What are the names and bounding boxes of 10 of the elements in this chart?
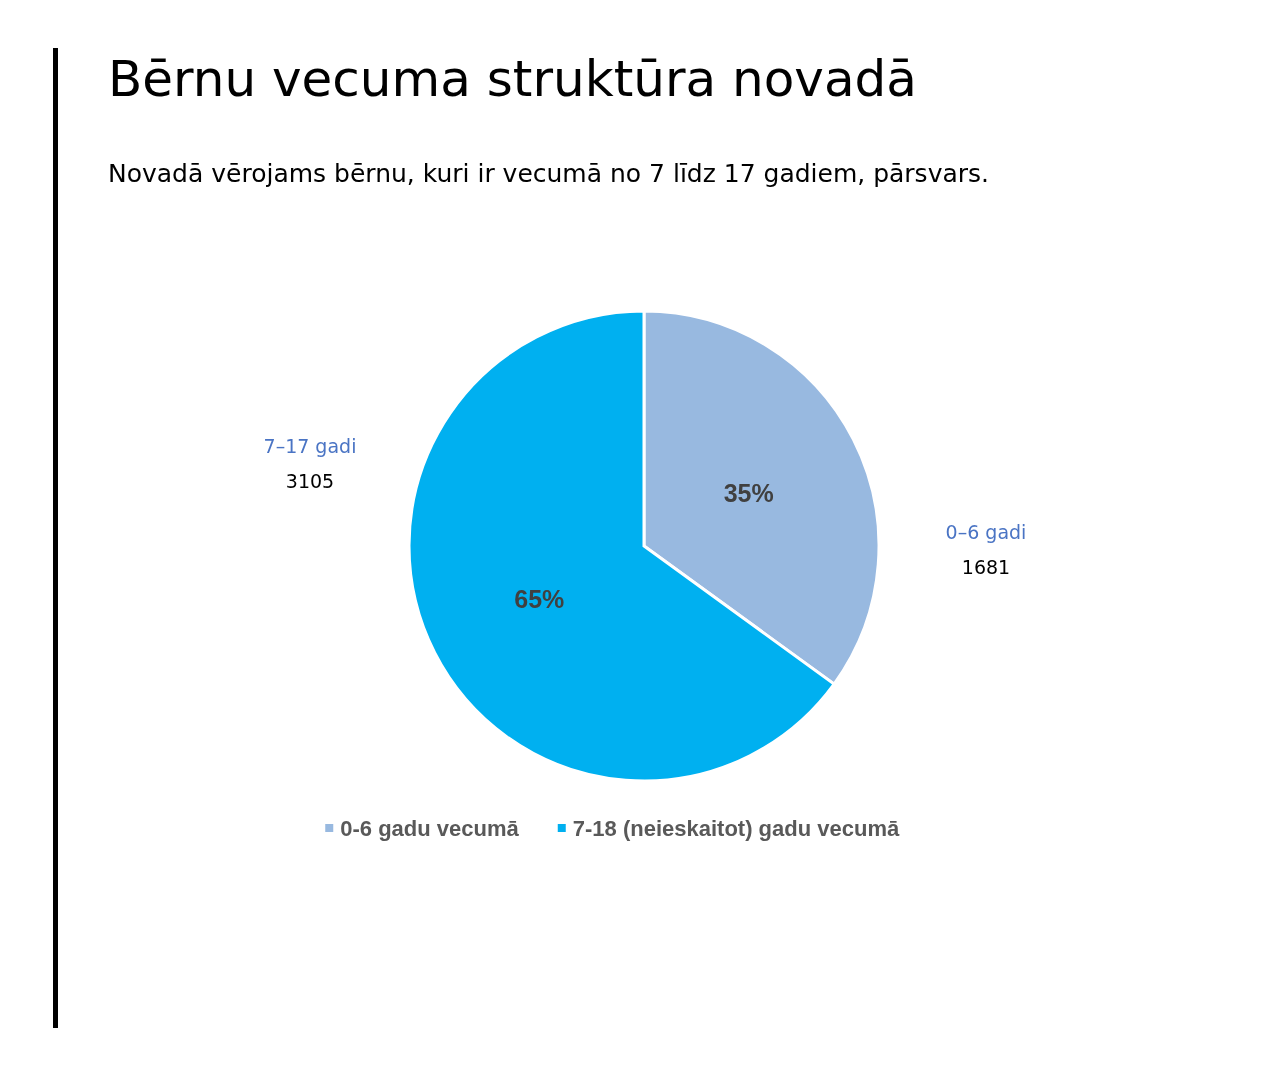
text: 3105 — [285, 470, 335, 492]
data-label: 35% — [723, 478, 774, 507]
legend-label: 7-18 (neieskaitot) gadu vecumā — [572, 815, 900, 841]
text: 7–17 gadi — [263, 435, 357, 457]
text: 1681 — [961, 556, 1011, 578]
legend-label: 0-6 gadu vecumā — [340, 815, 520, 841]
data-label: 65% — [514, 585, 565, 614]
chart-title: Bērnu vecuma struktūra novadā — [108, 50, 917, 108]
chart-subtitle: Novadā vērojams bērnu, kuri ir vecumā no 7 līdz 17 gadiem, pārsvars. — [108, 159, 990, 188]
text: 0–6 gadi — [945, 521, 1027, 543]
